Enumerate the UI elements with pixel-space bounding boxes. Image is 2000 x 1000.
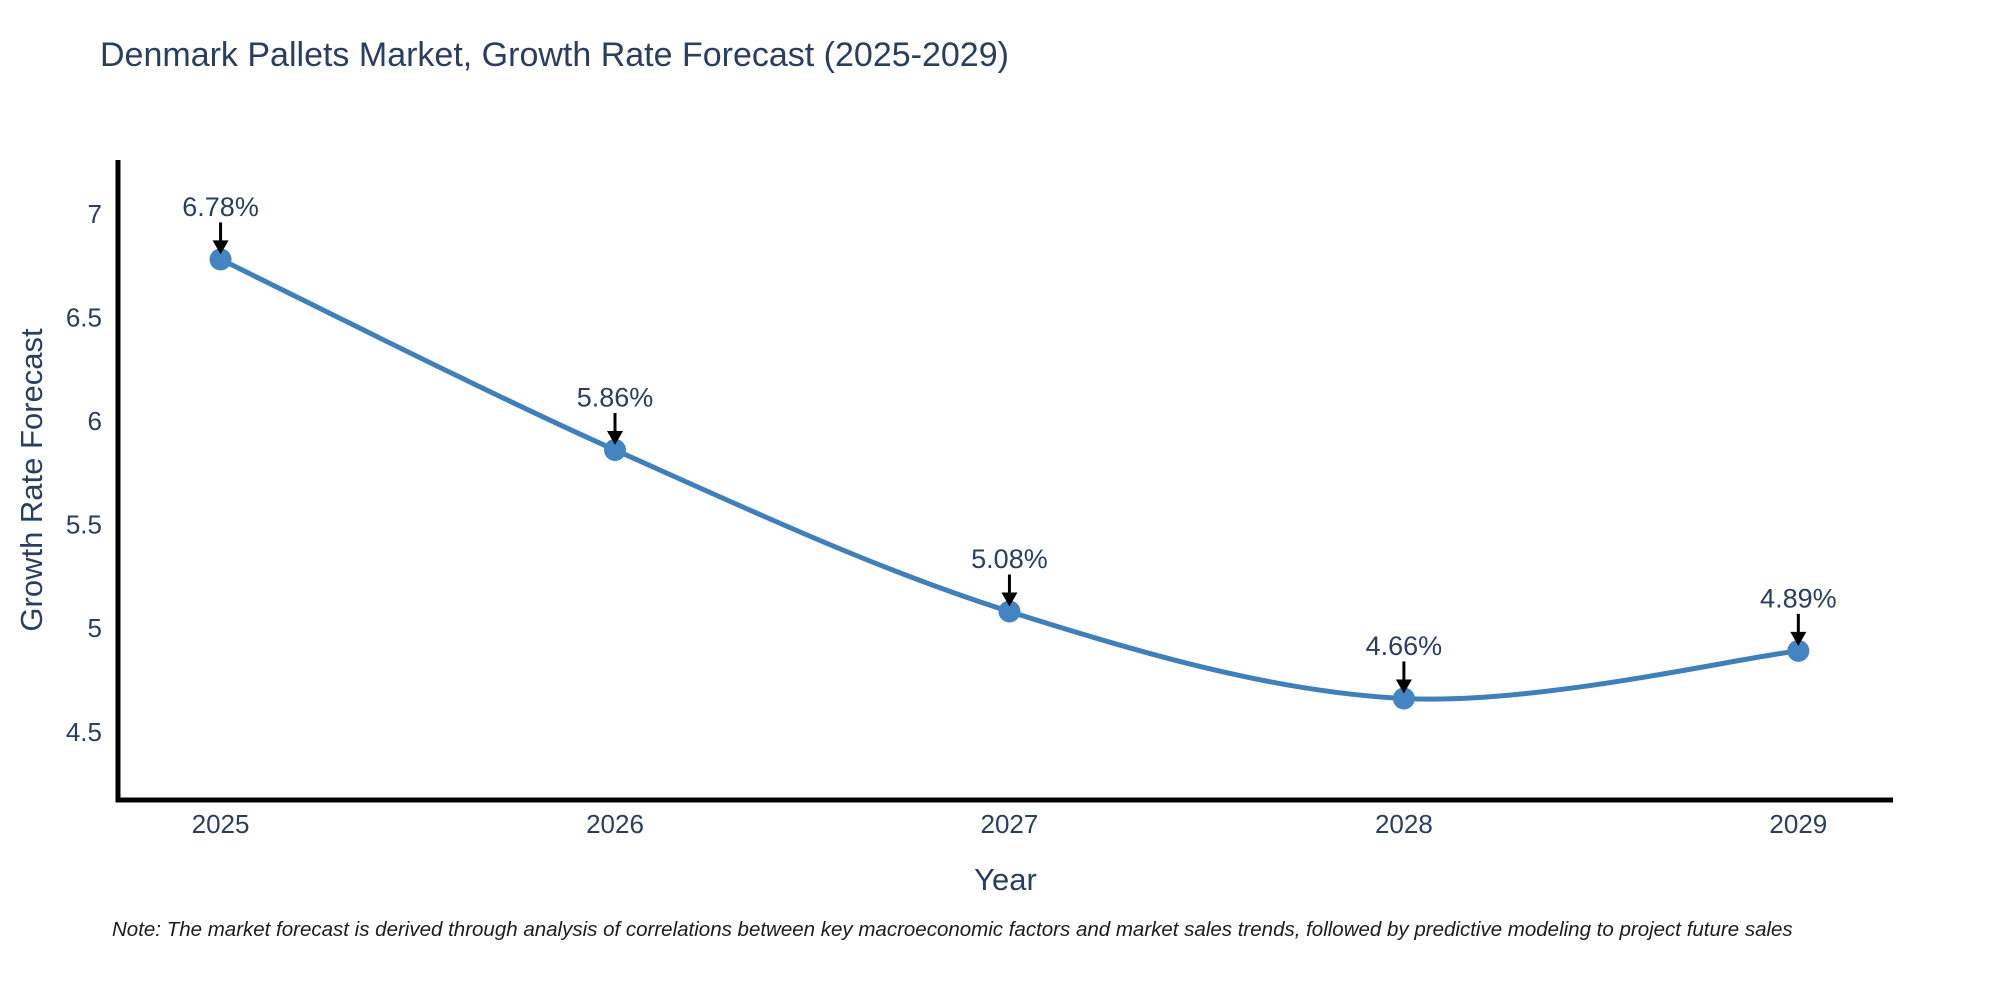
x-tick-label: 2027 [981, 809, 1039, 839]
x-tick-label: 2025 [192, 809, 250, 839]
x-tick-label: 2026 [586, 809, 644, 839]
y-tick-label: 5 [88, 613, 102, 643]
data-point-marker [209, 248, 232, 271]
x-tick-label: 2029 [1769, 809, 1827, 839]
y-tick-label: 7 [88, 199, 102, 229]
data-point-label: 5.86% [577, 382, 654, 412]
data-point-marker [604, 438, 626, 461]
footnote-text: Note: The market forecast is derived thr… [112, 918, 1793, 941]
data-point-label: 4.66% [1366, 631, 1443, 661]
annotation-arrowhead-icon [1790, 631, 1807, 646]
y-axis-title: Growth Rate Forecast [14, 328, 49, 632]
data-point-label: 5.08% [971, 544, 1048, 574]
forecast-line [218, 256, 1801, 702]
data-point-label: 6.78% [182, 192, 259, 222]
annotation-arrowhead-icon [607, 430, 623, 445]
data-point-marker [1787, 639, 1810, 662]
x-tick-label: 2028 [1375, 809, 1433, 839]
data-point-marker [1392, 687, 1415, 710]
y-tick-label: 5.5 [66, 510, 102, 540]
annotation-arrowhead-icon [1395, 679, 1412, 694]
y-tick-label: 4.5 [66, 717, 102, 747]
y-tick-label: 6 [88, 406, 102, 436]
data-point-label: 4.89% [1760, 583, 1837, 613]
chart-title: Denmark Pallets Market, Growth Rate Fore… [100, 36, 1009, 74]
y-tick-label: 6.5 [66, 303, 102, 333]
annotation-arrowhead-icon [1001, 592, 1018, 607]
annotation-arrowhead-icon [212, 240, 229, 255]
data-point-marker [998, 600, 1021, 623]
x-axis-title: Year [974, 862, 1037, 897]
